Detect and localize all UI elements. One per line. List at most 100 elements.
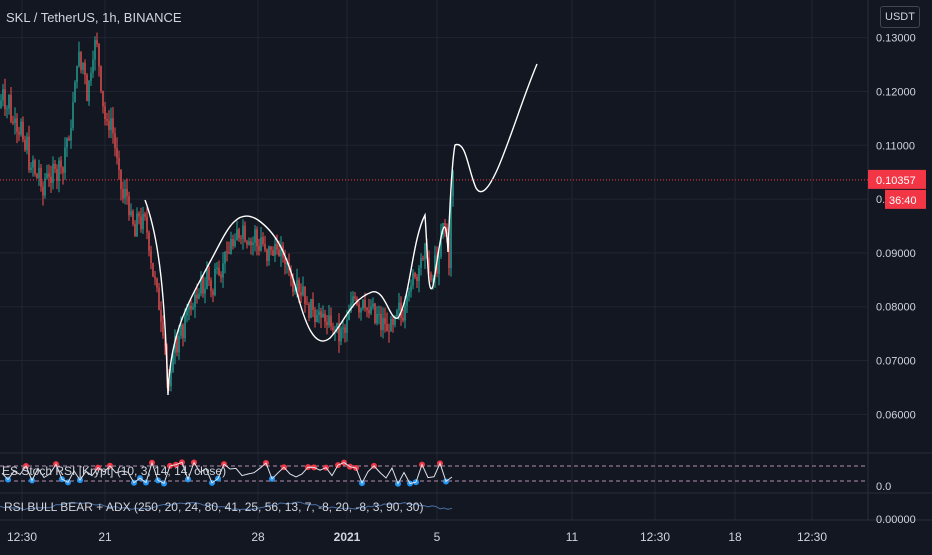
candle-body xyxy=(222,263,224,278)
candle-body xyxy=(8,94,10,109)
candle-body xyxy=(194,294,196,308)
candle-body xyxy=(62,167,64,173)
candle-body xyxy=(338,322,340,342)
candle-body xyxy=(204,288,206,294)
candle-body xyxy=(82,62,84,71)
candle-body xyxy=(58,160,60,181)
candle-body xyxy=(408,291,410,297)
candle-body xyxy=(244,225,246,242)
candle-body xyxy=(72,102,74,128)
candle-body xyxy=(38,167,40,179)
last-price-badge xyxy=(868,169,926,189)
candle-body xyxy=(154,276,156,279)
candle-body xyxy=(138,213,140,217)
candle-body xyxy=(140,216,142,230)
candle-body xyxy=(300,291,302,296)
candle-body xyxy=(92,59,94,73)
candle-body xyxy=(304,286,306,304)
candle-body xyxy=(392,318,394,325)
candle-body xyxy=(10,94,12,122)
candle-body xyxy=(384,318,386,325)
candle-body xyxy=(2,89,4,101)
candle-body xyxy=(96,40,98,45)
candle-body xyxy=(142,213,144,230)
price-tick-label: 0.12000 xyxy=(876,86,916,98)
candle-body xyxy=(234,240,236,246)
candle-body xyxy=(90,72,92,82)
candle-body xyxy=(200,275,202,294)
time-tick-label: 28 xyxy=(251,530,265,544)
rsi-bull-bear-line xyxy=(0,501,453,511)
candle-body xyxy=(230,239,232,254)
candle-body xyxy=(378,314,380,316)
candle-body xyxy=(342,327,344,329)
candle-body xyxy=(78,51,80,66)
candle-body xyxy=(12,121,14,124)
candle-body xyxy=(26,136,28,151)
candle-body xyxy=(438,256,440,274)
candle-body xyxy=(322,313,324,318)
candle-body xyxy=(262,237,264,244)
candle-body xyxy=(298,280,300,292)
drawn-trend-curve[interactable] xyxy=(144,63,538,396)
candle-body xyxy=(114,133,116,149)
candle-body xyxy=(274,243,276,256)
candle-body xyxy=(106,119,108,121)
rsi-scale-label: 0.00000 xyxy=(876,514,916,526)
candle-body xyxy=(144,213,146,217)
candle-body xyxy=(316,315,318,322)
candle-body xyxy=(36,173,38,179)
candle-body xyxy=(134,223,136,237)
countdown-label: 36:40 xyxy=(889,195,917,207)
candle-body xyxy=(124,188,126,199)
candle-body xyxy=(206,267,208,289)
candle-body xyxy=(302,286,304,296)
candle-body xyxy=(328,315,330,326)
currency-button[interactable]: USDT xyxy=(880,6,920,28)
candle-body xyxy=(420,258,422,268)
candle-body xyxy=(374,303,376,324)
candle-body xyxy=(80,51,82,71)
candle-body xyxy=(102,91,104,107)
candle-body xyxy=(116,148,118,159)
rsi-bull-bear-label[interactable]: RSI BULL BEAR + ADX (250, 20, 24, 80, 41… xyxy=(4,500,424,514)
candle-body xyxy=(334,329,336,331)
candle-body xyxy=(362,299,364,309)
candle-body xyxy=(348,311,350,320)
candle-body xyxy=(312,299,314,310)
time-tick-label: 2021 xyxy=(334,530,361,544)
candle-body xyxy=(14,118,16,124)
price-tick-label: 0.06000 xyxy=(876,409,916,421)
candle-body xyxy=(236,229,238,241)
candle-body xyxy=(88,81,90,102)
candle-body xyxy=(398,302,400,311)
candle-body xyxy=(208,267,210,281)
stoch-rsi-label[interactable]: ES Stoch RSI [Krypt] (10, 3, 14, 14, clo… xyxy=(2,464,227,478)
candle-body xyxy=(192,307,194,310)
candle-body xyxy=(432,279,434,281)
candle-body xyxy=(248,241,250,245)
candle-body xyxy=(24,139,26,151)
candle-body xyxy=(326,321,328,326)
stoch-rsi-line xyxy=(1,461,453,485)
candle-body xyxy=(28,136,30,170)
countdown-badge xyxy=(885,189,926,209)
candle-body xyxy=(276,243,278,250)
candle-body xyxy=(410,285,412,292)
candle-body xyxy=(74,82,76,103)
candle-body xyxy=(220,274,222,278)
candle-body xyxy=(444,222,446,227)
candle-body xyxy=(440,234,442,257)
candle-body xyxy=(240,237,242,239)
candle-body xyxy=(252,242,254,245)
candle-body xyxy=(246,241,248,245)
candle-body xyxy=(22,121,24,140)
candle-body xyxy=(180,324,182,336)
candle-body xyxy=(40,167,42,187)
candle-body xyxy=(212,291,214,296)
candle-body xyxy=(284,257,286,265)
candle-body xyxy=(218,267,220,275)
candle-body xyxy=(434,255,436,280)
